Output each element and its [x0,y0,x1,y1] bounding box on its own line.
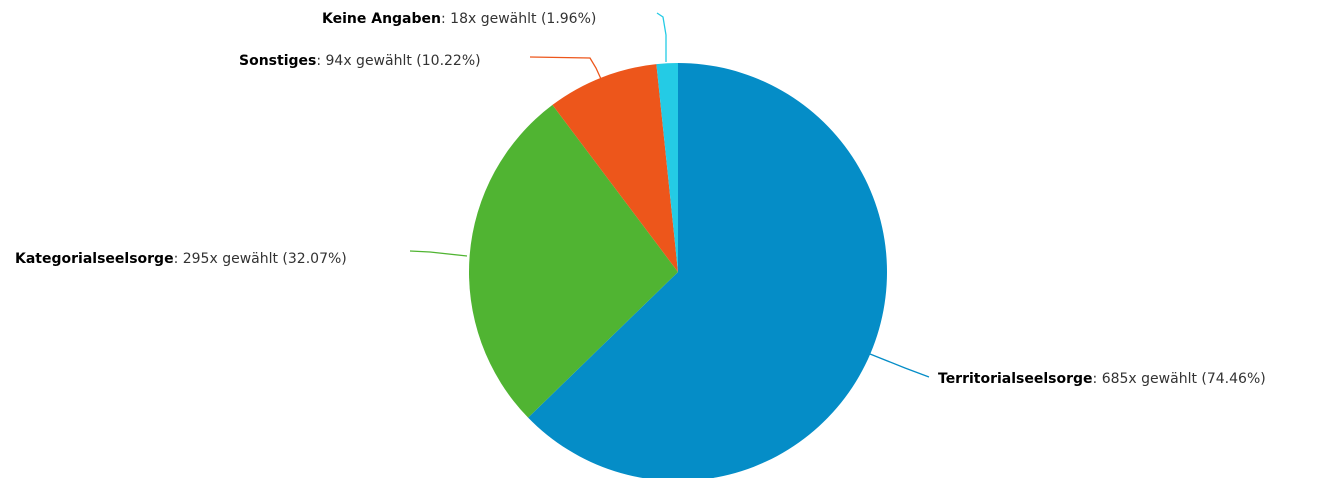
pie-slices [469,63,887,478]
pie-slice-kategorialseelsorge[interactable] [469,104,678,418]
pie-slice-territorialseelsorge[interactable] [528,63,887,478]
slice-label-name: Kategorialseelsorge [15,251,174,267]
slice-labels: Territorialseelsorge: 685x gewählt (74.4… [15,11,1266,387]
slice-label-name: Sonstiges [239,53,316,69]
slice-label-value: : 685x gewählt (74.46%) [1093,371,1266,387]
slice-label-kategorialseelsorge: Kategorialseelsorge: 295x gewählt (32.07… [15,251,347,267]
connector-territorialseelsorge [869,353,930,378]
slice-label-name: Territorialseelsorge [938,371,1093,387]
slice-label-territorialseelsorge: Territorialseelsorge: 685x gewählt (74.4… [938,371,1266,387]
connector-keine-angaben [656,12,667,62]
slice-label-keine-angaben: Keine Angaben: 18x gewählt (1.96%) [322,11,596,27]
slice-label-value: : 18x gewählt (1.96%) [441,11,596,27]
slice-label-sonstiges: Sonstiges: 94x gewählt (10.22%) [239,53,481,69]
pie-slice-sonstiges[interactable] [552,64,678,272]
slice-label-value: : 295x gewählt (32.07%) [174,251,347,267]
slice-label-value: : 94x gewählt (10.22%) [316,53,480,69]
label-connectors [409,12,930,378]
pie-slice-keine-angaben[interactable] [656,63,678,272]
connector-sonstiges [529,56,602,80]
slice-label-name: Keine Angaben [322,11,441,27]
connector-kategorialseelsorge [409,250,468,257]
